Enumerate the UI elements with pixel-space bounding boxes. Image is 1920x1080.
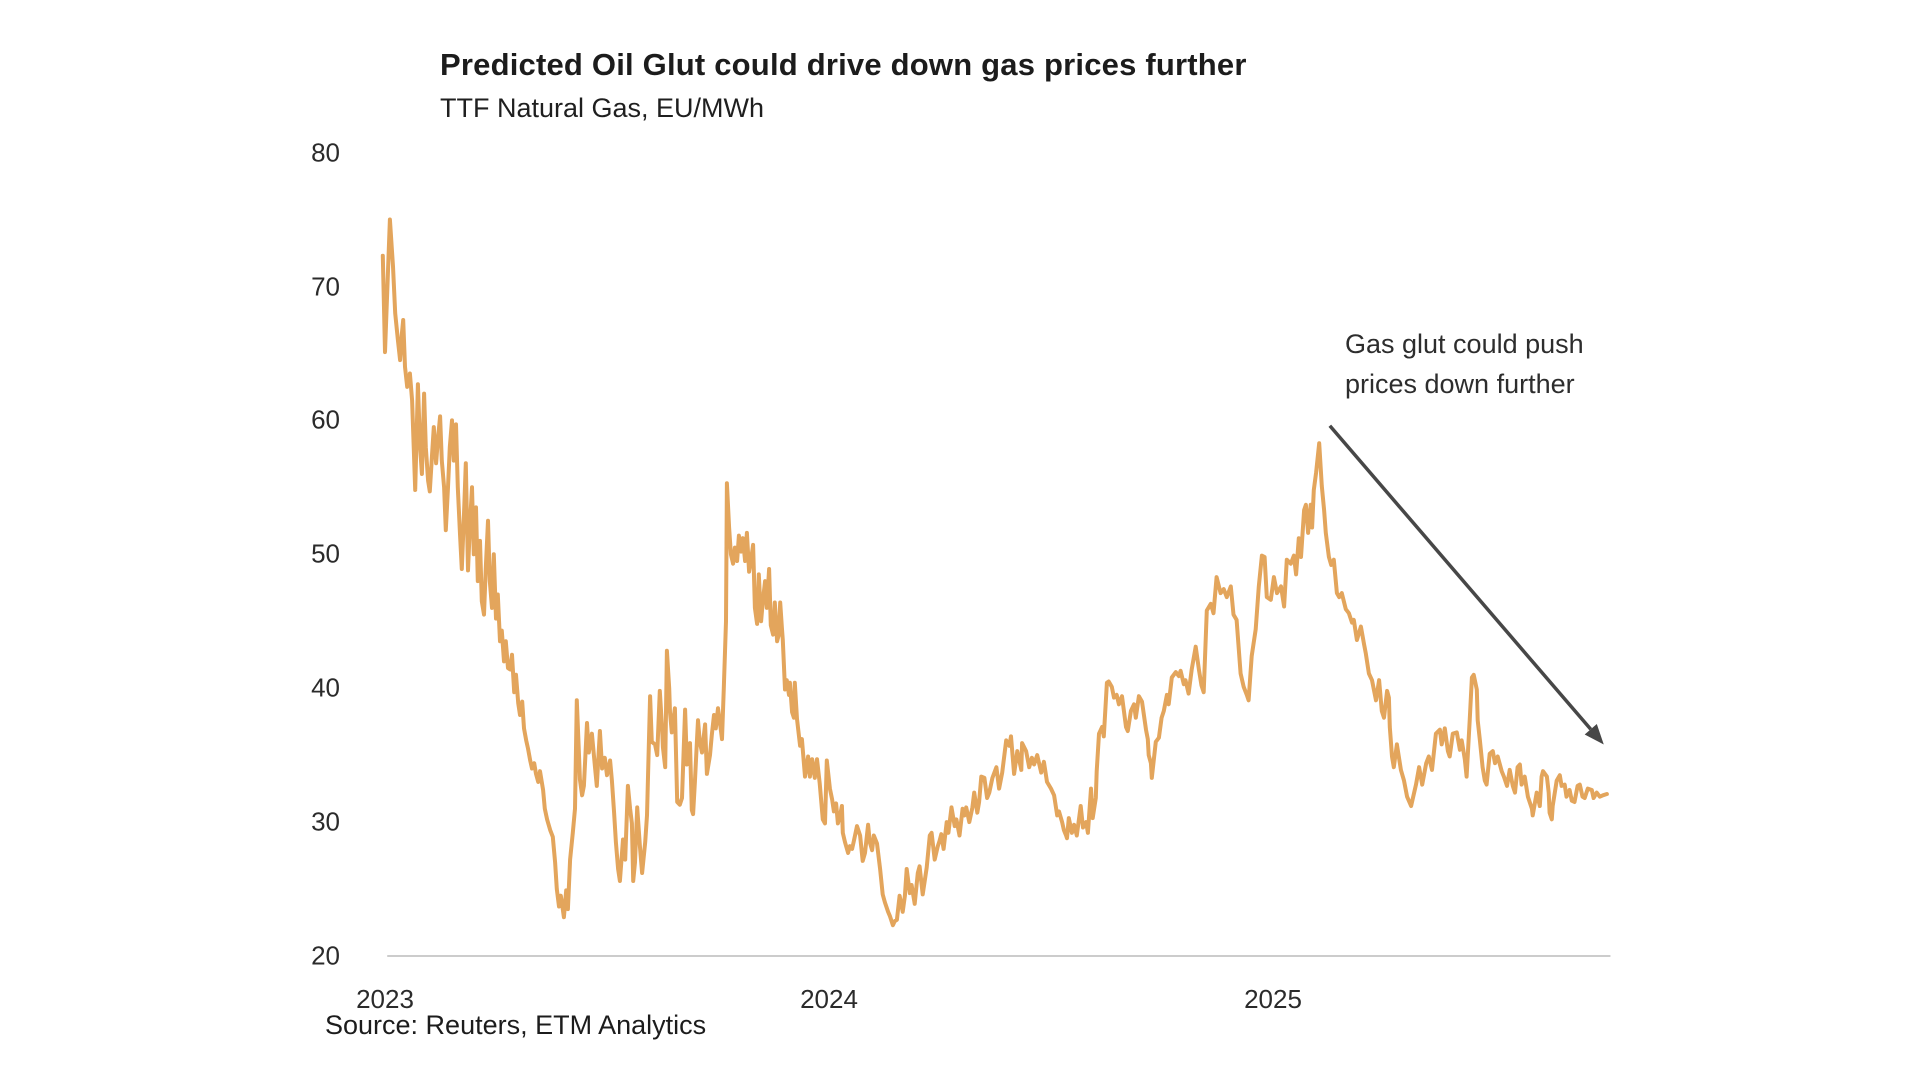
y-axis-tick-label: 70 [311, 271, 340, 301]
chart-title: Predicted Oil Glut could drive down gas … [440, 47, 1247, 82]
y-axis-tick-label: 50 [311, 538, 340, 569]
y-axis-tick-label: 80 [311, 137, 340, 168]
x-axis-tick-label: 2024 [800, 984, 858, 1014]
y-axis-tick-label: 40 [311, 672, 340, 703]
price-line [380, 217, 1609, 928]
source-note: Source: Reuters, ETM Analytics [325, 1010, 707, 1040]
annotation-line-2: prices down further [1345, 369, 1575, 399]
x-axis-tick-label: 2023 [356, 984, 414, 1014]
annotation-text: Gas glut could push prices down further [1345, 324, 1584, 404]
trend-arrow [1328, 424, 1593, 731]
annotation-line-1: Gas glut could push [1345, 329, 1584, 359]
y-axis-tick-label: 20 [311, 940, 340, 971]
x-axis-tick-label: 2025 [1244, 984, 1302, 1014]
y-axis-tick-label: 30 [311, 806, 340, 837]
trend-arrow-head [1584, 724, 1604, 745]
y-axis-tick-label: 60 [311, 404, 340, 435]
chart-subtitle: TTF Natural Gas, EU/MWh [440, 93, 765, 123]
